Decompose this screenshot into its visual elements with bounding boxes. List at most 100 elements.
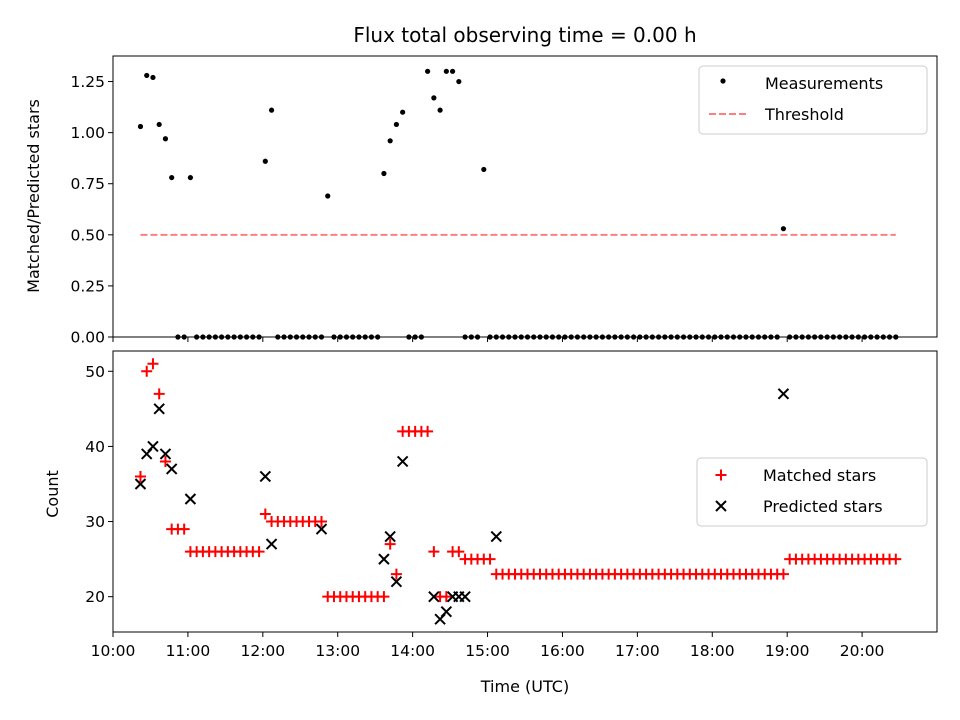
predicted-star-point xyxy=(390,575,403,588)
matched-star-point xyxy=(440,591,452,603)
matched-star-point xyxy=(159,455,171,467)
x-tick-label: 10:00 xyxy=(91,642,136,660)
predicted-star-point xyxy=(315,523,328,535)
matched-star-point xyxy=(259,508,271,520)
measurement-point xyxy=(268,107,275,113)
matched-star-point xyxy=(134,470,146,482)
x-tick-label: 18:00 xyxy=(690,642,735,660)
bottom-y-axis-label: Count xyxy=(43,470,62,518)
matched-star-point xyxy=(484,553,496,565)
matched-star-point xyxy=(141,365,153,377)
predicted-star-point xyxy=(428,590,440,603)
measurement-point xyxy=(456,78,462,85)
predicted-star-point xyxy=(777,388,790,400)
legend-label: Threshold xyxy=(764,105,844,124)
predicted-star-point xyxy=(440,606,453,618)
x-tick-label: 13:00 xyxy=(315,642,360,660)
legend-box xyxy=(696,457,928,527)
x-tick-label: 14:00 xyxy=(390,642,435,660)
matched-star-point xyxy=(428,546,440,558)
x-tick-label: 19:00 xyxy=(765,642,810,660)
y-tick-label: 0.75 xyxy=(70,175,105,193)
matched-star-point xyxy=(453,546,465,558)
measurement-point xyxy=(381,170,387,177)
predicted-star-point xyxy=(384,530,396,543)
measurement-point xyxy=(400,109,406,115)
y-tick-label: 0.50 xyxy=(70,226,105,244)
matched-star-point xyxy=(315,516,327,528)
measurement-point xyxy=(481,166,487,173)
predicted-star-point xyxy=(396,455,409,468)
measurement-point xyxy=(144,72,150,79)
predicted-star-point xyxy=(165,463,178,475)
matched-star-point xyxy=(378,591,390,603)
bottom-panel: 20 30 40 50 10:00 11:00 12:00 13:00 14:00 15:00 16… xyxy=(85,350,938,660)
y-tick-label: 50 xyxy=(85,363,105,381)
top-panel: 0.00 0.25 0.50 0.75 1.00 1.25 Measurements Thre… xyxy=(70,55,938,347)
x-tick-label: 16:00 xyxy=(540,642,585,660)
y-tick-label: 1.00 xyxy=(70,124,105,142)
matched-star-point xyxy=(890,553,902,565)
matched-star-point xyxy=(147,358,159,370)
y-tick-label: 20 xyxy=(85,588,105,606)
legend-marker xyxy=(720,78,726,84)
matched-star-point xyxy=(777,568,789,580)
legend-label: Matched stars xyxy=(763,466,876,485)
measurement-point xyxy=(325,193,331,199)
measurement-point xyxy=(449,68,456,74)
plot-frame xyxy=(112,55,938,338)
predicted-star-point xyxy=(134,478,147,490)
matched-star-point xyxy=(153,388,165,400)
measurement-point xyxy=(137,123,144,130)
plot-frame xyxy=(112,350,938,633)
legend-marker xyxy=(715,469,727,481)
legend-box xyxy=(698,65,928,135)
y-tick-label: 1.25 xyxy=(70,73,105,91)
y-tick-label: 30 xyxy=(85,513,105,531)
matched-star-point xyxy=(390,568,402,580)
measurement-point xyxy=(780,226,787,232)
top-y-axis-label: Matched/Predicted stars xyxy=(24,99,43,293)
measurement-point xyxy=(262,158,268,164)
measurement-point xyxy=(156,121,162,128)
measurement-point xyxy=(443,68,449,74)
predicted-star-point xyxy=(459,590,471,603)
measurement-point xyxy=(393,121,400,128)
x-tick-label: 12:00 xyxy=(240,642,285,660)
legend-label: Measurements xyxy=(765,74,883,93)
measurement-point xyxy=(437,107,443,113)
matched-star-point xyxy=(253,546,265,558)
predicted-star-point xyxy=(159,448,172,460)
measurement-point xyxy=(431,95,437,101)
y-tick-label: 40 xyxy=(85,438,105,456)
predicted-star-point xyxy=(490,530,502,543)
measurement-point xyxy=(162,136,169,142)
matched-star-point xyxy=(384,538,396,550)
x-tick-label: 15:00 xyxy=(465,642,510,660)
measurement-point xyxy=(387,138,393,144)
legend-marker xyxy=(715,500,727,512)
predicted-star-point xyxy=(378,553,390,565)
predicted-star-point xyxy=(147,440,159,453)
measurement-point xyxy=(187,174,194,181)
x-tick-label: 17:00 xyxy=(615,642,660,660)
y-tick-label: 0.25 xyxy=(70,277,105,295)
measurement-point xyxy=(425,68,431,74)
predicted-star-point xyxy=(259,470,272,483)
predicted-star-point xyxy=(184,493,197,505)
legend: Measurements Threshold xyxy=(698,65,928,135)
matched-star-point xyxy=(422,425,434,437)
legend: Matched stars Predicted stars xyxy=(696,457,928,527)
x-tick-label: 20:00 xyxy=(840,642,885,660)
legend-label: Predicted stars xyxy=(763,497,883,516)
x-tick-label: 11:00 xyxy=(166,642,211,660)
y-tick-label: 0.00 xyxy=(70,329,105,347)
chart-title: Flux total observing time = 0.00 h xyxy=(353,23,696,47)
predicted-star-point xyxy=(153,403,165,415)
x-axis-label: Time (UTC) xyxy=(480,677,569,696)
measurement-point xyxy=(169,174,175,181)
measurement-point xyxy=(150,74,156,81)
matched-star-point xyxy=(178,523,190,535)
predicted-star-point xyxy=(265,538,278,550)
